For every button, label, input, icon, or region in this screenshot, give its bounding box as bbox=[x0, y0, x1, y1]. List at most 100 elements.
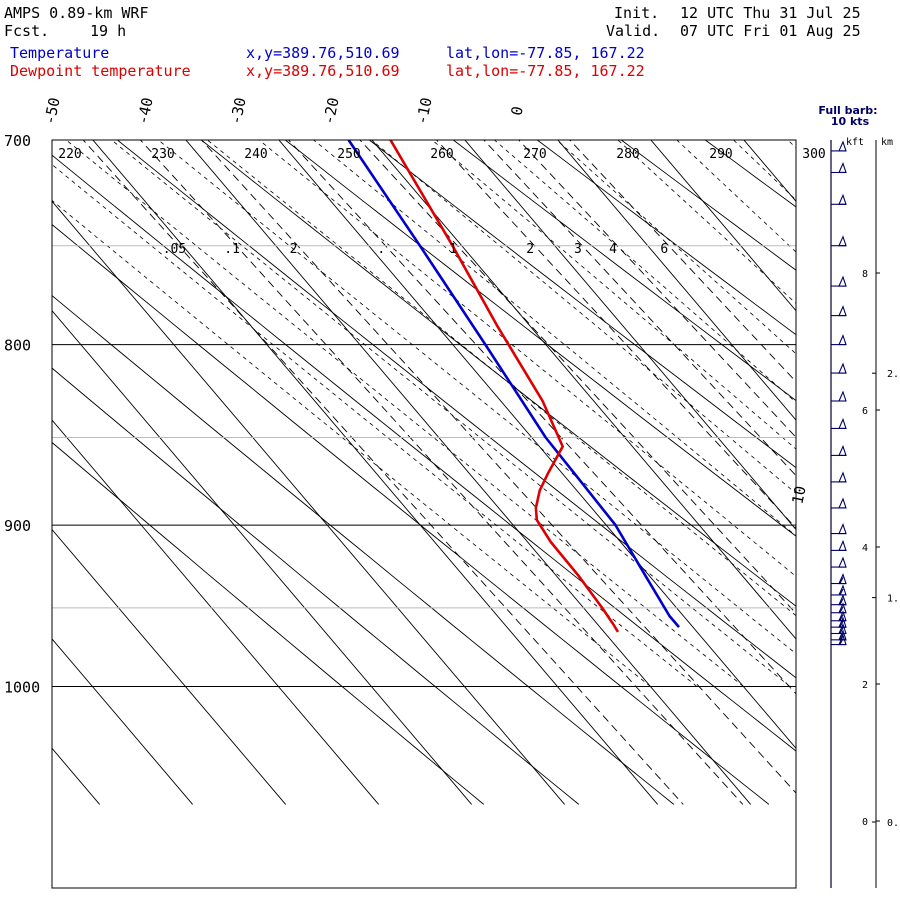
kft-axis-label: kft bbox=[846, 137, 864, 148]
wind-barb-flag bbox=[838, 235, 847, 247]
isotherm-label: 0 bbox=[507, 105, 526, 118]
wind-barb bbox=[831, 390, 847, 402]
mixing-ratio-label: . bbox=[377, 242, 385, 257]
wind-barb bbox=[831, 497, 847, 509]
mixing-ratio-line bbox=[483, 140, 796, 477]
isotherm-label: -10 bbox=[413, 96, 436, 126]
wind-barb-feather bbox=[839, 598, 844, 605]
km-tick-label: 0. bbox=[887, 818, 899, 829]
dry-adiabat-line bbox=[284, 140, 796, 537]
moist-adiabat-line bbox=[556, 140, 796, 355]
isotherm-line bbox=[743, 140, 796, 202]
init-time: 12 UTC Thu 31 Jul 25 bbox=[680, 4, 861, 22]
dry-adiabat-line bbox=[620, 140, 796, 271]
wind-barb bbox=[831, 573, 847, 585]
isotherm-line bbox=[557, 140, 796, 421]
dry-adiabat-line bbox=[452, 140, 796, 402]
profile-lines bbox=[347, 140, 680, 633]
mixing-ratio-line bbox=[200, 140, 796, 794]
init-label: Init. bbox=[614, 4, 660, 22]
barb-key-speed: 10 kts bbox=[831, 115, 870, 128]
wind-barb bbox=[831, 444, 847, 456]
km-tick-label: 1. bbox=[887, 594, 899, 605]
isotherm-label: -30 bbox=[227, 96, 250, 126]
km-axis-label: km bbox=[881, 137, 893, 148]
moist-adiabat-line bbox=[258, 140, 796, 577]
mixing-ratio-label: 6 bbox=[660, 242, 668, 257]
isotherm-line bbox=[760, 50, 900, 805]
dry-adiabat-line bbox=[200, 140, 796, 607]
mixing-ratio-label: .05 bbox=[163, 242, 186, 257]
kft-tick-label: 6 bbox=[862, 406, 868, 417]
wind-barb-flag bbox=[838, 362, 847, 374]
dry-adiabat-line bbox=[52, 367, 580, 805]
mixing-ratio-line bbox=[82, 140, 684, 805]
moist-adiabat-line bbox=[370, 140, 796, 494]
mixing-ratio-line bbox=[139, 140, 744, 805]
isotherm-line bbox=[371, 140, 796, 640]
moist-adiabat-line bbox=[431, 140, 796, 450]
wind-barb-feather bbox=[839, 588, 844, 596]
wind-barb-flag bbox=[838, 334, 847, 346]
isotherm-line bbox=[853, 50, 900, 805]
plot-frame bbox=[51, 139, 797, 889]
mixing-ratio-label: 1 bbox=[449, 242, 457, 257]
wind-barb bbox=[831, 362, 847, 374]
isotherm-line bbox=[650, 140, 796, 312]
mixing-ratio-label: 4 bbox=[609, 242, 617, 257]
wind-barb bbox=[831, 235, 847, 247]
wind-barb-flag bbox=[838, 471, 847, 483]
wind-barb bbox=[831, 594, 847, 606]
wind-barb-flag bbox=[838, 616, 847, 628]
mixing-ratio-label: .1 bbox=[224, 242, 240, 257]
dry-adiabat-line bbox=[52, 441, 484, 805]
moist-adiabat-line bbox=[617, 140, 796, 304]
wind-barb bbox=[831, 539, 847, 551]
wind-barb-flag bbox=[838, 622, 847, 635]
wind-barb-feather bbox=[839, 614, 844, 622]
wind-barb-flag bbox=[838, 573, 847, 585]
dry-adiabat-label: 220 bbox=[58, 147, 81, 162]
wind-barb-flag bbox=[838, 161, 847, 174]
mixing-ratio-label: 2 bbox=[526, 242, 534, 257]
legend-dewpoint-label: Dewpoint temperature bbox=[10, 62, 191, 80]
dry-adiabat-label: 260 bbox=[430, 147, 453, 162]
isotherm-label: -20 bbox=[320, 96, 343, 126]
dry-adiabat-label: 290 bbox=[709, 147, 732, 162]
moist-adiabat-line bbox=[110, 140, 791, 687]
wind-barb-feather bbox=[839, 633, 844, 641]
dry-adiabat-label: 230 bbox=[151, 147, 174, 162]
isotherm-line bbox=[52, 419, 380, 805]
pressure-tick-label: 700 bbox=[4, 132, 31, 150]
mixing-ratio-line bbox=[569, 140, 796, 383]
isotherm-label: -50 bbox=[41, 96, 64, 126]
isotherm-line bbox=[52, 638, 194, 805]
wind-barb-flag bbox=[838, 417, 847, 429]
wind-barb bbox=[831, 634, 847, 646]
wind-barb-feather bbox=[839, 620, 844, 628]
isotherm-label: 10 bbox=[788, 484, 809, 505]
wind-barb-flag bbox=[838, 584, 847, 596]
isotherm-line bbox=[464, 140, 796, 531]
isotherm-label: -40 bbox=[134, 96, 157, 126]
wind-barb-flag bbox=[838, 610, 847, 622]
wind-panel: Full barb:10 kts kft km 8 6 4 2 0 2. 1. 0. bbox=[818, 104, 899, 888]
model-title: AMPS 0.89-km WRF bbox=[4, 4, 149, 22]
moist-adiabat-line bbox=[206, 140, 796, 617]
mixing-ratio-line bbox=[288, 140, 796, 695]
wind-barb-flag bbox=[838, 305, 847, 317]
isotherm-line bbox=[185, 140, 752, 805]
kft-tick-label: 0 bbox=[862, 817, 868, 828]
mixing-ratio-line bbox=[518, 140, 796, 438]
wind-barb bbox=[831, 161, 847, 174]
wind-barb bbox=[831, 305, 847, 317]
legend-dewpoint-latlon: lat,lon=-77.85, 167.22 bbox=[446, 62, 645, 80]
dry-adiabat-line bbox=[52, 294, 675, 805]
barb-key-title: Full barb: bbox=[818, 104, 877, 117]
wind-barb-flag bbox=[838, 497, 847, 509]
legend-dewpoint-xy: x,y=389.76,510.69 bbox=[246, 62, 400, 80]
wind-barb-flag bbox=[838, 193, 847, 205]
dry-adiabat-line bbox=[536, 140, 796, 336]
mixing-ratio-label: 3 bbox=[574, 242, 582, 257]
